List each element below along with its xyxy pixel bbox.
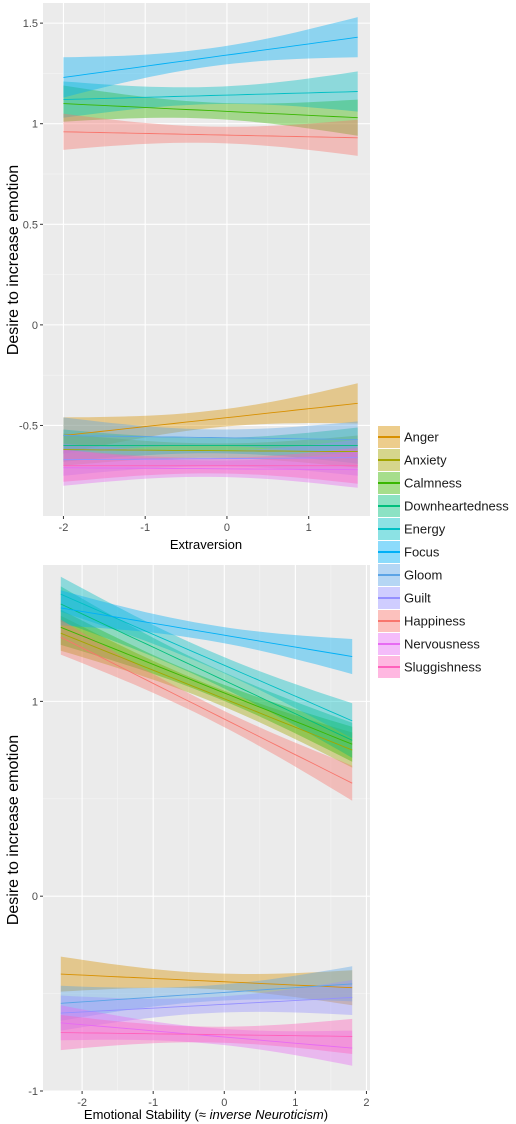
- line-focus: [63, 36, 358, 78]
- gridlines: [43, 565, 370, 1092]
- legend-label-happiness: Happiness: [404, 614, 466, 629]
- legend-label-gloom: Gloom: [404, 568, 442, 583]
- x-tick-label: 1: [306, 522, 312, 534]
- line-happiness: [63, 131, 358, 139]
- y-tick-label: 1.5: [23, 18, 38, 30]
- line-anger: [63, 402, 358, 436]
- line-calmness: [60, 626, 353, 745]
- series-lines: [60, 593, 353, 1049]
- line-guilt: [63, 457, 358, 461]
- plot-panel-background: [43, 3, 370, 516]
- x-axis-title-tail: ): [324, 1107, 328, 1122]
- y-axis-title: Desire to increase emotion: [5, 735, 22, 925]
- x-tick-label: 0: [221, 1097, 227, 1109]
- x-tick-label: 1: [292, 1097, 298, 1109]
- line-energy: [60, 593, 353, 722]
- gridlines: [43, 3, 370, 516]
- plot-panel-background: [43, 565, 370, 1091]
- legend-label-calmness: Calmness: [404, 476, 462, 491]
- line-gloom: [63, 435, 358, 441]
- legend-label-focus: Focus: [404, 545, 440, 560]
- x-axis-ticks: -2 -1 0 1 2: [77, 1091, 370, 1109]
- line-sluggishness: [60, 1032, 353, 1037]
- legend-label-guilt: Guilt: [404, 591, 431, 606]
- legend-label-anger: Anger: [404, 430, 439, 445]
- line-energy: [63, 91, 358, 101]
- y-axis-title: Desire to increase emotion: [5, 165, 22, 355]
- line-anger: [60, 973, 353, 989]
- band-guilt: [63, 439, 358, 476]
- line-anxiety: [60, 632, 353, 751]
- line-anxiety: [63, 449, 358, 453]
- x-tick-label: 0: [224, 522, 230, 534]
- legend-label-downheartedness: Downheartedness: [404, 499, 509, 514]
- x-axis-title-italic: inverse Neuroticism: [210, 1107, 324, 1122]
- y-tick-label: 1: [32, 119, 38, 131]
- y-tick-label: 0.5: [23, 219, 38, 231]
- legend-label-energy: Energy: [404, 522, 446, 537]
- x-tick-label: -1: [148, 1097, 158, 1109]
- line-calmness: [63, 103, 358, 119]
- x-tick-label: 2: [363, 1097, 369, 1109]
- y-tick-label: 1: [32, 696, 38, 708]
- line-happiness: [60, 636, 353, 784]
- y-tick-label: 0: [32, 891, 38, 903]
- y-tick-label: -0.5: [19, 420, 38, 432]
- extraversion-panel: -2 -1 0 1 -0.5 0 0.5 1 1.5 Extraversion Desire …: [5, 3, 370, 552]
- emotional-stability-panel: -2 -1 0 1 2 -1 0 1 Emotional Stability (≈ inve…: [5, 565, 370, 1122]
- x-axis-title: Emotional Stability (≈ inverse Neurotici…: [84, 1107, 328, 1122]
- x-tick-label: -1: [140, 522, 150, 534]
- line-focus: [60, 607, 353, 658]
- legend-label-nervousness: Nervousness: [404, 637, 480, 652]
- x-tick-label: -2: [77, 1097, 87, 1109]
- series-lines: [63, 36, 358, 471]
- y-axis-ticks: -0.5 0 0.5 1 1.5: [19, 18, 43, 432]
- x-tick-label: -2: [59, 522, 69, 534]
- line-nervousness: [60, 1022, 353, 1049]
- band-anger: [63, 383, 358, 454]
- x-axis-ticks: -2 -1 0 1: [59, 516, 312, 534]
- band-energy: [63, 71, 358, 118]
- x-axis-title-main: Emotional Stability (≈: [84, 1107, 210, 1122]
- line-downheartedness: [60, 603, 353, 741]
- line-gloom: [60, 983, 353, 1004]
- y-axis-ticks: -1 0 1: [28, 696, 43, 1098]
- legend-label-anxiety: Anxiety: [404, 453, 447, 468]
- y-tick-label: -1: [28, 1086, 38, 1098]
- legend-label-sluggishness: Sluggishness: [404, 660, 482, 675]
- x-axis-title: Extraversion: [170, 537, 242, 552]
- line-nervousness: [63, 467, 358, 471]
- legend: Anger Anxiety Calmness Downheartedness Energ…: [378, 426, 509, 678]
- y-tick-label: 0: [32, 320, 38, 332]
- line-guilt: [60, 997, 353, 1014]
